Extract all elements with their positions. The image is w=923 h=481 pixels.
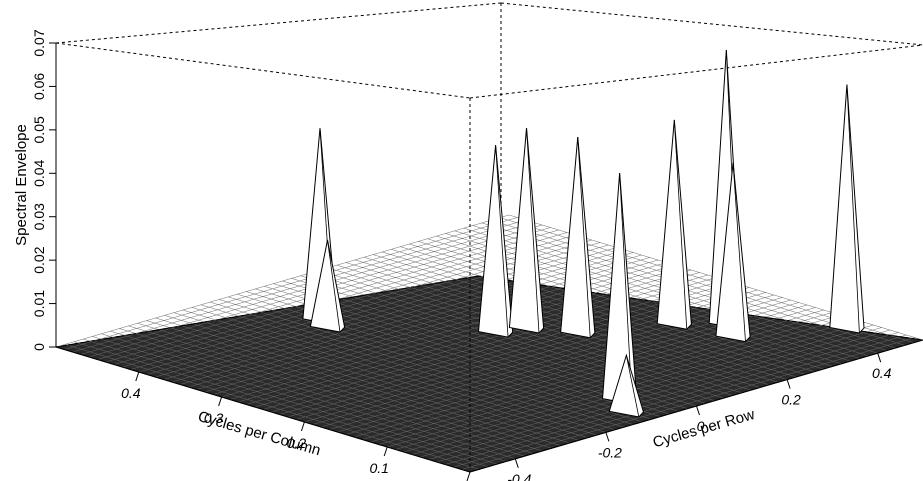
mesh-line bbox=[163, 247, 617, 380]
row-tick-mark bbox=[696, 405, 700, 416]
spectral-peak-ridge bbox=[625, 355, 640, 417]
z-tick-label: 0.05 bbox=[31, 116, 47, 143]
column-axis-ticks: 0.40.30.20.10 bbox=[121, 371, 471, 481]
mesh-line bbox=[391, 249, 806, 375]
row-tick-mark bbox=[605, 432, 610, 442]
mesh-line bbox=[64, 217, 518, 350]
spectral-peak-ridge bbox=[495, 145, 509, 338]
spectral-peak bbox=[715, 162, 751, 343]
spectral-peak bbox=[656, 119, 692, 330]
spectral-peak bbox=[508, 127, 545, 334]
spectral-peak-ridge bbox=[846, 84, 860, 334]
z-tick-label: 0.06 bbox=[31, 73, 47, 100]
spectral-peak-ridge bbox=[327, 239, 341, 333]
mesh-line bbox=[445, 233, 860, 359]
mesh-line bbox=[130, 237, 584, 370]
z-tick-label: 0 bbox=[31, 343, 47, 351]
column-tick-mark bbox=[383, 446, 388, 457]
spectral-peak-ridge bbox=[577, 137, 591, 338]
column-tick-mark bbox=[466, 471, 471, 481]
row-tick-label: 0.2 bbox=[781, 392, 801, 408]
spectral-peak bbox=[602, 173, 638, 405]
column-tick-label: 0.4 bbox=[121, 385, 141, 401]
mesh-line bbox=[180, 252, 634, 385]
row-tick-label: -0.2 bbox=[598, 444, 622, 460]
spectral-peak bbox=[477, 145, 514, 338]
box-top-front-left bbox=[55, 42, 471, 99]
box-top-back-left bbox=[55, 2, 502, 44]
mesh-line bbox=[400, 246, 815, 372]
z-tick-label: 0.02 bbox=[31, 246, 47, 273]
box-top-back-right bbox=[500, 2, 923, 46]
column-tick-label: 0.2 bbox=[287, 435, 307, 451]
column-axis-line bbox=[55, 346, 471, 473]
mesh-line bbox=[221, 264, 675, 398]
mesh-line bbox=[229, 267, 683, 400]
box-top-front-right bbox=[469, 44, 923, 99]
row-axis-ticks: -0.4 -0.2 0 0.2 0.4 bbox=[507, 353, 892, 481]
z-tick-label: 0.01 bbox=[31, 290, 47, 317]
spectral-peak-ridge bbox=[526, 128, 540, 334]
z-tick-label: 0.04 bbox=[31, 159, 47, 186]
column-tick-mark bbox=[135, 371, 140, 382]
row-tick-mark bbox=[877, 353, 882, 363]
mesh-line bbox=[171, 249, 625, 383]
column-tick-label: 0.3 bbox=[204, 410, 224, 426]
box-base-back-left bbox=[55, 275, 479, 348]
mesh-line bbox=[72, 219, 526, 353]
spectral-peak bbox=[309, 239, 346, 333]
spectral-peak bbox=[829, 84, 865, 334]
mesh-line bbox=[55, 214, 510, 348]
column-tick-label: 0.1 bbox=[369, 460, 388, 476]
z-axis-title: Spectral Envelope bbox=[13, 124, 30, 246]
z-tick-label: 0.07 bbox=[31, 29, 47, 56]
column-tick-mark bbox=[300, 421, 305, 432]
row-tick-label: 0 bbox=[697, 418, 705, 434]
row-tick-mark bbox=[786, 379, 791, 389]
mesh-line bbox=[254, 274, 708, 408]
spectral-peak-ridge bbox=[732, 162, 746, 342]
z-axis: 0 0.01 0.02 0.03 0.04 0.05 0.06 0.07 Spectral E… bbox=[13, 29, 57, 351]
z-tick-label: 0.03 bbox=[31, 203, 47, 230]
column-tick-mark bbox=[218, 396, 223, 407]
mesh-line bbox=[345, 262, 760, 388]
mesh-line bbox=[300, 275, 715, 401]
z-axis-ticks: 0 0.01 0.02 0.03 0.04 0.05 0.06 0.07 bbox=[31, 29, 56, 351]
spectral-peak-ridge bbox=[673, 119, 688, 330]
mesh-line bbox=[309, 272, 724, 399]
mesh-line bbox=[481, 222, 896, 349]
mesh-line bbox=[291, 278, 706, 404]
spectral-peaks bbox=[302, 49, 865, 418]
row-tick-label: -0.4 bbox=[507, 471, 531, 481]
row-tick-mark bbox=[514, 458, 519, 468]
row-tick-label: 0.4 bbox=[872, 365, 892, 381]
spectral-peak bbox=[560, 137, 596, 339]
spectral-peak bbox=[608, 353, 645, 418]
spectral-peak-ridge bbox=[619, 173, 633, 405]
